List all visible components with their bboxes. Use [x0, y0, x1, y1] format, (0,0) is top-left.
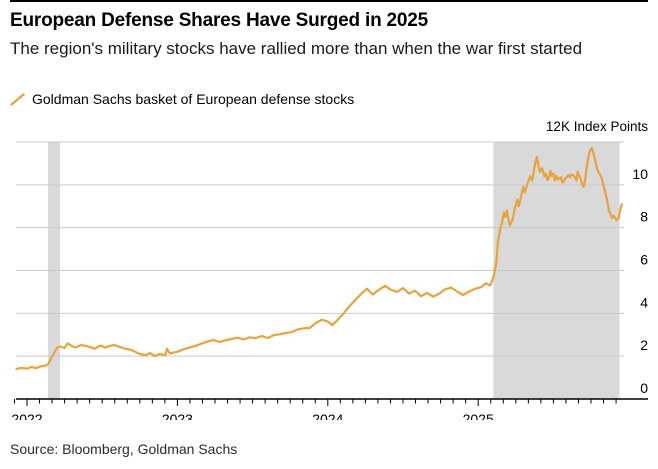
- x-tick-label-2022: 2022: [11, 411, 42, 420]
- chart-svg: 0 2 4 6 8 10 2022 2023 2024 2025: [11, 141, 648, 427]
- axis-unit-label: 12K Index Points: [545, 119, 648, 134]
- plot-line-defense-basket: [15, 146, 623, 371]
- y-tick-label-0: 0: [640, 380, 648, 396]
- x-tick-label-2025: 2025: [463, 411, 494, 420]
- y-tick-label-2: 2: [640, 337, 648, 353]
- y-tick-label-6: 6: [640, 251, 648, 267]
- top-rule: [10, 0, 648, 2]
- legend-label: Goldman Sachs basket of European defense…: [32, 91, 355, 107]
- page-subtitle: The region's military stocks have rallie…: [10, 39, 583, 58]
- y-tick-label-10: 10: [632, 166, 648, 182]
- y-tick-label-8: 8: [640, 209, 648, 225]
- legend-item: Goldman Sachs basket of European defense…: [10, 91, 354, 107]
- source-note: Source: Bloomberg, Goldman Sachs: [10, 441, 238, 457]
- y-tick-label-4: 4: [640, 294, 648, 310]
- x-tick-label-2023: 2023: [162, 411, 193, 420]
- x-tick-label-2024: 2024: [312, 411, 343, 420]
- legend-line-icon: [10, 92, 25, 106]
- page-title: European Defense Shares Have Surged in 2…: [10, 10, 429, 31]
- chart-canvas: 0 2 4 6 8 10 2022 2023 2024 2025: [0, 135, 658, 427]
